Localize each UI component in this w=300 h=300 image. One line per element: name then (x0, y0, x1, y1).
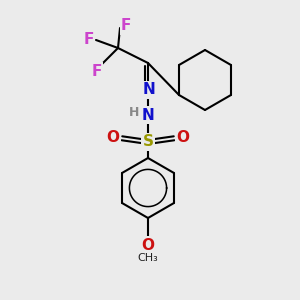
Text: S: S (142, 134, 154, 149)
Text: F: F (84, 32, 94, 46)
Text: N: N (142, 82, 155, 98)
Text: F: F (92, 64, 102, 79)
Text: O: O (142, 238, 154, 253)
Text: N: N (142, 107, 154, 122)
Text: H: H (129, 106, 139, 119)
Text: O: O (176, 130, 190, 145)
Text: F: F (121, 19, 131, 34)
Text: CH₃: CH₃ (138, 253, 158, 263)
Text: O: O (106, 130, 119, 145)
